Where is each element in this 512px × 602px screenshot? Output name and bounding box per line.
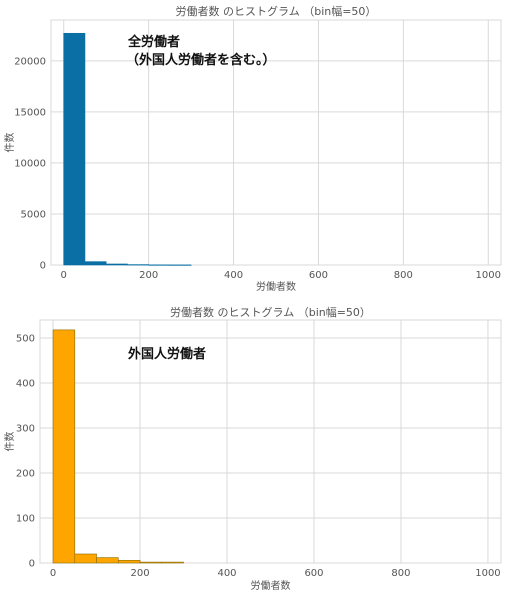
y-tick-label: 200 — [16, 469, 35, 480]
histogram-bar — [117, 559, 141, 564]
y-axis-label: 件数 — [3, 133, 16, 153]
x-tick-label: 0 — [50, 568, 56, 579]
histogram-bar — [96, 557, 119, 564]
histogram-bar — [127, 264, 149, 266]
x-axis-label: 労働者数 — [256, 280, 296, 293]
x-tick-label: 800 — [394, 270, 413, 281]
histogram-bar — [63, 32, 86, 266]
chart-annotation: 外国人労働者 — [127, 346, 206, 362]
histogram-bar — [84, 261, 107, 266]
chart-1: 労働者数 のヒストグラム （bin幅=50）050001000015000200… — [3, 4, 502, 293]
chart-title: 労働者数 のヒストグラム （bin幅=50） — [170, 305, 371, 319]
y-tick-label: 0 — [29, 559, 35, 570]
x-tick-label: 0 — [61, 270, 67, 281]
y-tick-label: 10000 — [14, 158, 46, 169]
plot-frame — [39, 319, 502, 564]
histogram-bar — [139, 561, 163, 564]
chart-annotation: 全労働者 — [127, 34, 180, 50]
chart-2: 労働者数 のヒストグラム （bin幅=50） 0 100 200 300 400 500 0 2… — [3, 305, 502, 592]
histogram-bar — [74, 553, 97, 564]
x-tick-label: 800 — [391, 568, 410, 579]
y-tick-label: 20000 — [14, 56, 46, 67]
histogram-bar — [161, 561, 184, 564]
y-tick-label: 300 — [16, 424, 35, 435]
y-tick-label: 400 — [16, 379, 35, 390]
histogram-bar — [169, 264, 192, 266]
chart-title: 労働者数 のヒストグラム （bin幅=50） — [176, 4, 377, 18]
y-tick-label: 15000 — [14, 107, 46, 118]
x-tick-label: 1000 — [476, 270, 501, 281]
x-tick-label: 200 — [130, 568, 149, 579]
y-tick-label: 100 — [16, 514, 35, 525]
histogram-bar — [148, 264, 171, 266]
chart-annotation: （外国人労働者を含む。） — [126, 52, 276, 68]
y-tick-label: 500 — [16, 334, 35, 345]
y-tick-label: 0 — [40, 261, 46, 272]
histogram-bar — [105, 263, 128, 266]
plot-frame — [50, 19, 502, 266]
y-tick-label: 5000 — [21, 209, 46, 220]
x-axis-label: 労働者数 — [251, 579, 291, 592]
histogram-bar — [52, 329, 76, 564]
x-tick-label: 400 — [217, 568, 236, 579]
x-tick-label: 600 — [304, 568, 323, 579]
x-tick-label: 200 — [139, 270, 158, 281]
y-axis-label: 件数 — [3, 432, 16, 452]
x-tick-label: 400 — [224, 270, 243, 281]
x-tick-label: 600 — [309, 270, 328, 281]
x-tick-label: 1000 — [475, 568, 500, 579]
